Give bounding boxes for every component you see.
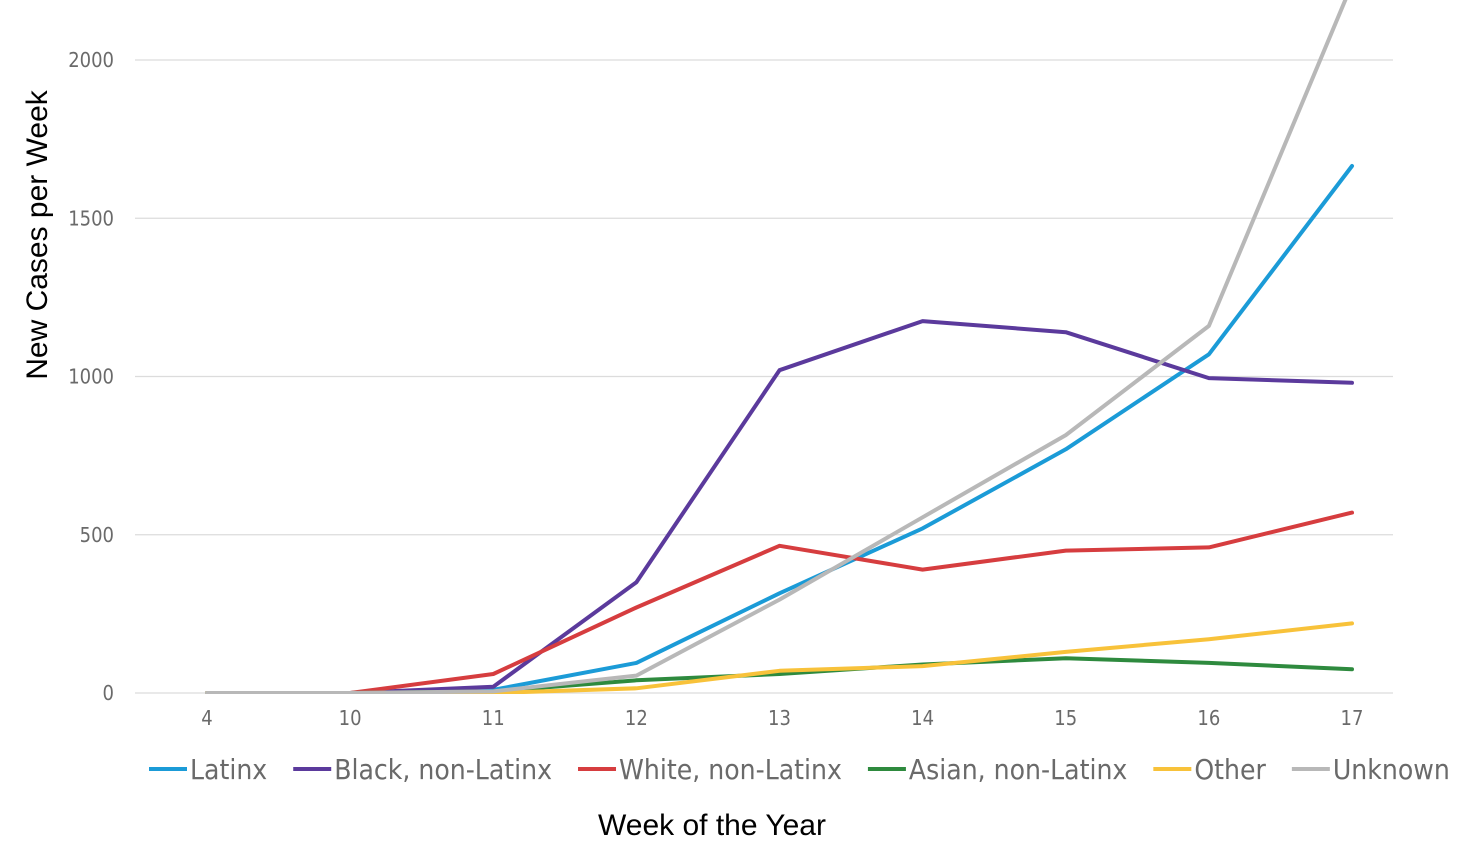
legend-item: Other bbox=[1153, 753, 1266, 786]
series-line-4 bbox=[205, 621, 1354, 694]
x-tick-label: 16 bbox=[1197, 706, 1220, 730]
legend: Latinx Black, non-Latinx White, non-Latinx… bbox=[149, 753, 1450, 786]
x-axis-ticks: 4 10 11 12 13 14 15 16 17 bbox=[201, 706, 1363, 730]
y-tick-label: 1000 bbox=[68, 365, 114, 389]
y-tick-label: 0 bbox=[103, 681, 114, 705]
series-lines bbox=[205, 0, 1354, 694]
series-line-0 bbox=[205, 164, 1354, 694]
x-tick-label: 15 bbox=[1054, 706, 1077, 730]
legend-label: Asian, non-Latinx bbox=[909, 753, 1127, 786]
series-line-2 bbox=[205, 510, 1354, 694]
y-tick-label: 500 bbox=[80, 523, 114, 547]
grid-lines bbox=[135, 59, 1393, 694]
x-tick-label: 14 bbox=[911, 706, 934, 730]
x-axis-title: Week of the Year bbox=[598, 809, 826, 842]
legend-item: Unknown bbox=[1291, 753, 1450, 786]
x-tick-label: 11 bbox=[482, 706, 505, 730]
legend-item: Black, non-Latinx bbox=[293, 753, 552, 786]
legend-item: White, non-Latinx bbox=[578, 753, 842, 786]
y-axis-ticks: 0 500 1000 1500 2000 bbox=[68, 48, 114, 705]
legend-item: Asian, non-Latinx bbox=[867, 753, 1127, 786]
x-tick-label: 4 bbox=[201, 706, 212, 730]
legend-label: Black, non-Latinx bbox=[334, 753, 552, 786]
legend-label: Latinx bbox=[190, 753, 267, 786]
legend-label: Unknown bbox=[1333, 753, 1450, 786]
y-tick-label: 1500 bbox=[68, 206, 114, 230]
legend-label: White, non-Latinx bbox=[619, 753, 842, 786]
x-tick-label: 17 bbox=[1341, 706, 1364, 730]
x-tick-label: 13 bbox=[768, 706, 791, 730]
y-axis-title: New Cases per Week bbox=[21, 89, 54, 380]
x-tick-label: 12 bbox=[625, 706, 648, 730]
x-tick-label: 10 bbox=[339, 706, 362, 730]
legend-label: Other bbox=[1194, 753, 1266, 786]
legend-item: Latinx bbox=[149, 753, 267, 786]
series-line-5 bbox=[205, 0, 1348, 694]
y-tick-label: 2000 bbox=[68, 48, 114, 72]
